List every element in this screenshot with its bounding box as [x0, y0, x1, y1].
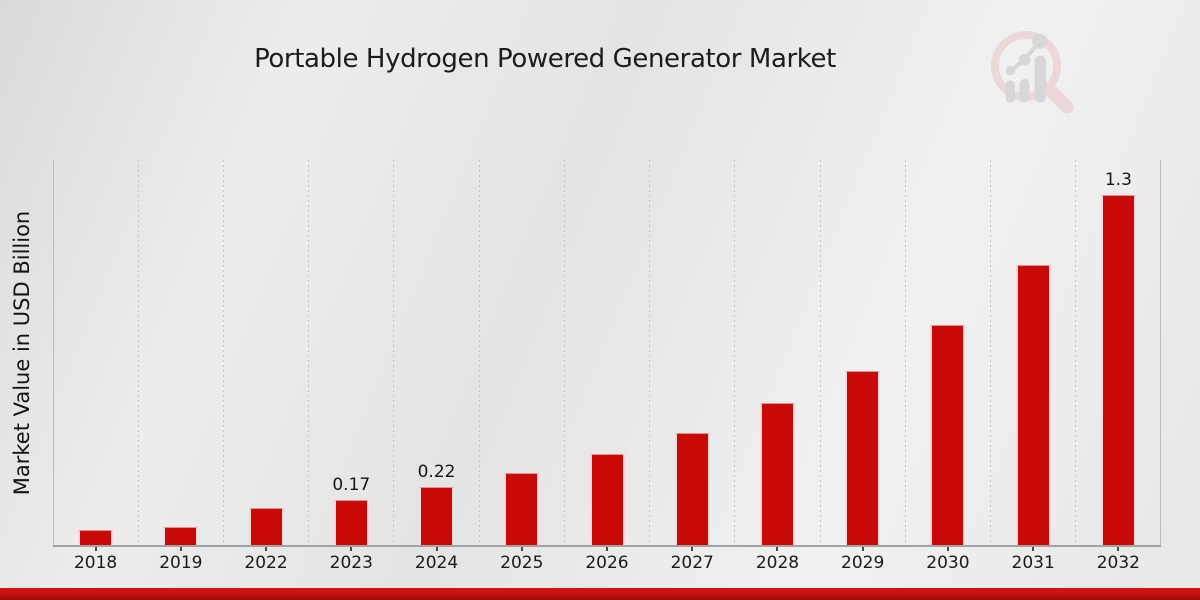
x-axis-tick	[861, 546, 864, 551]
gridline	[734, 160, 736, 546]
x-axis-tick	[1032, 546, 1035, 551]
bar-2029	[845, 370, 881, 546]
gridline	[563, 160, 565, 546]
gridline	[649, 160, 651, 546]
bar-2023	[333, 500, 369, 546]
x-axis-tick	[606, 546, 608, 551]
x-axis-tick	[946, 546, 949, 551]
bar-2028	[759, 402, 795, 546]
x-tick-label: 2028	[755, 553, 800, 573]
mrfr-watermark-logo	[991, 31, 1074, 114]
x-axis-tick	[435, 546, 438, 551]
x-axis-tick	[179, 546, 182, 551]
bar-2018	[78, 529, 114, 546]
gridline	[137, 160, 139, 546]
bar-value-label: 1.3	[1104, 170, 1132, 191]
bar-value-label: 0.17	[332, 475, 371, 496]
bar-2024	[419, 486, 455, 546]
x-tick-label: 2030	[926, 553, 970, 573]
x-axis-tick	[265, 546, 268, 551]
gridline	[222, 160, 224, 546]
bar-2019	[163, 527, 199, 546]
x-tick-label: 2024	[414, 553, 459, 573]
x-tick-label: 2018	[73, 553, 118, 573]
gridline	[904, 160, 906, 546]
page-title: Portable Hydrogen Powered Generator Mark…	[254, 44, 836, 74]
x-tick-label: 2032	[1096, 553, 1140, 573]
x-axis-tick	[1117, 546, 1120, 551]
logo-bar-chart-icon	[1005, 33, 1048, 103]
gridline	[393, 160, 395, 546]
bar-2031	[1015, 265, 1051, 546]
x-axis-tick	[776, 546, 779, 551]
bar-2026	[589, 454, 625, 546]
x-axis-line	[53, 545, 1161, 547]
x-tick-label: 2029	[841, 553, 885, 573]
right-spine	[1160, 160, 1161, 546]
x-tick-label: 2019	[159, 553, 203, 573]
x-axis-tick	[94, 546, 97, 551]
bar-2022	[248, 508, 284, 546]
x-axis-tick	[520, 546, 523, 551]
bar-chart-plot-area: 2018 2019 2022 0.17 2023 0.22 2024 2025 2026 2027…	[53, 160, 1161, 573]
gridline	[478, 160, 480, 546]
x-tick-label: 2027	[670, 553, 714, 573]
gridline	[308, 160, 310, 546]
x-tick-label: 2025	[500, 553, 544, 573]
bar-2025	[504, 473, 540, 546]
x-tick-label: 2026	[585, 553, 629, 573]
left-spine	[53, 160, 54, 546]
gridline	[990, 160, 992, 546]
x-axis-tick	[350, 546, 353, 551]
x-tick-label: 2022	[244, 553, 288, 573]
bar-value-label: 0.22	[417, 461, 456, 482]
gridline	[819, 160, 821, 546]
x-tick-label: 2023	[329, 553, 373, 573]
bar-2027	[674, 432, 710, 546]
bar-2032	[1100, 195, 1136, 546]
gridline	[1075, 160, 1077, 546]
bar-2030	[930, 324, 966, 546]
y-axis-label: Market Value in USD Billion	[10, 210, 34, 496]
footer-accent-bar	[0, 588, 1200, 600]
x-tick-label: 2031	[1011, 553, 1055, 573]
magnifier-handle-icon	[1041, 81, 1074, 114]
x-axis-tick	[691, 546, 694, 551]
